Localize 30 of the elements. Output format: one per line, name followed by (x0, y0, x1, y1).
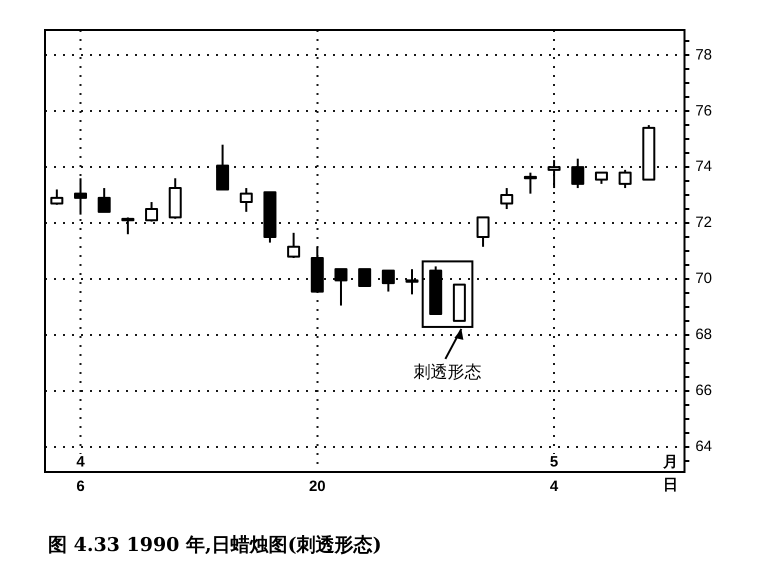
candlestick (98, 187, 111, 213)
y-tick-label: 78 (695, 46, 712, 64)
candlestick (216, 144, 230, 190)
annotation: 4 (76, 454, 86, 471)
candlestick (240, 187, 253, 213)
candlestick (476, 216, 490, 248)
candlestick (358, 268, 372, 287)
candlestick (287, 232, 300, 259)
candlestick (500, 187, 514, 210)
x-tick-label: 6 (76, 478, 85, 496)
y-tick-label: 70 (695, 270, 712, 288)
x-tick-label: 4 (550, 478, 559, 496)
text: 图 4.33 1990 年,日蜡烛图(刺透形态) (48, 533, 382, 558)
y-tick-label: 74 (695, 158, 712, 176)
annotation: 月 (662, 452, 678, 470)
y-tick-label: 76 (695, 102, 712, 120)
annotation: 刺透形态 (414, 362, 482, 382)
candlestick (524, 172, 537, 195)
annotation: 5 (550, 454, 558, 471)
candlestick (74, 177, 88, 216)
y-tick-label: 64 (695, 438, 712, 455)
candlestick (594, 172, 608, 185)
candlestick (548, 159, 561, 190)
y-tick-label: 72 (695, 214, 712, 232)
candlestick (50, 188, 64, 206)
x-axis-title: 日 (662, 475, 678, 494)
y-tick-label: 68 (695, 326, 712, 344)
x-tick-label: 20 (308, 478, 326, 496)
candlestick (618, 168, 632, 190)
y-tick-label: 66 (695, 382, 712, 400)
